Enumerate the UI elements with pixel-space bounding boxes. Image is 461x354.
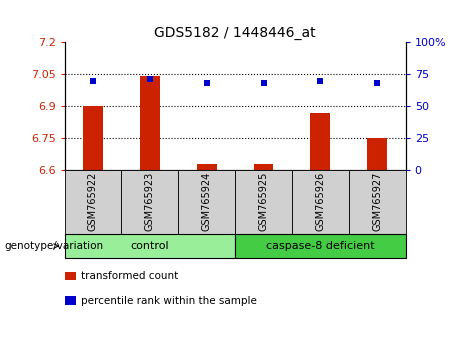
- Point: [317, 78, 324, 84]
- Point: [146, 76, 154, 81]
- Bar: [310, 113, 331, 170]
- Point: [203, 80, 210, 86]
- Text: GSM765927: GSM765927: [372, 172, 382, 232]
- Point: [373, 80, 381, 86]
- Text: GSM765922: GSM765922: [88, 172, 98, 232]
- Bar: [367, 138, 387, 170]
- Bar: [140, 76, 160, 170]
- Text: transformed count: transformed count: [81, 271, 178, 281]
- Bar: [83, 106, 103, 170]
- Bar: [197, 164, 217, 170]
- Text: control: control: [130, 241, 169, 251]
- Text: genotype/variation: genotype/variation: [5, 241, 104, 251]
- Point: [260, 80, 267, 86]
- Text: GSM765925: GSM765925: [259, 172, 269, 232]
- Text: GSM765923: GSM765923: [145, 172, 155, 232]
- Bar: [254, 164, 273, 170]
- Text: GSM765924: GSM765924: [201, 172, 212, 232]
- Text: GSM765926: GSM765926: [315, 172, 325, 232]
- Title: GDS5182 / 1448446_at: GDS5182 / 1448446_at: [154, 26, 316, 40]
- Text: caspase-8 deficient: caspase-8 deficient: [266, 241, 375, 251]
- Text: percentile rank within the sample: percentile rank within the sample: [81, 296, 257, 306]
- Point: [89, 78, 97, 84]
